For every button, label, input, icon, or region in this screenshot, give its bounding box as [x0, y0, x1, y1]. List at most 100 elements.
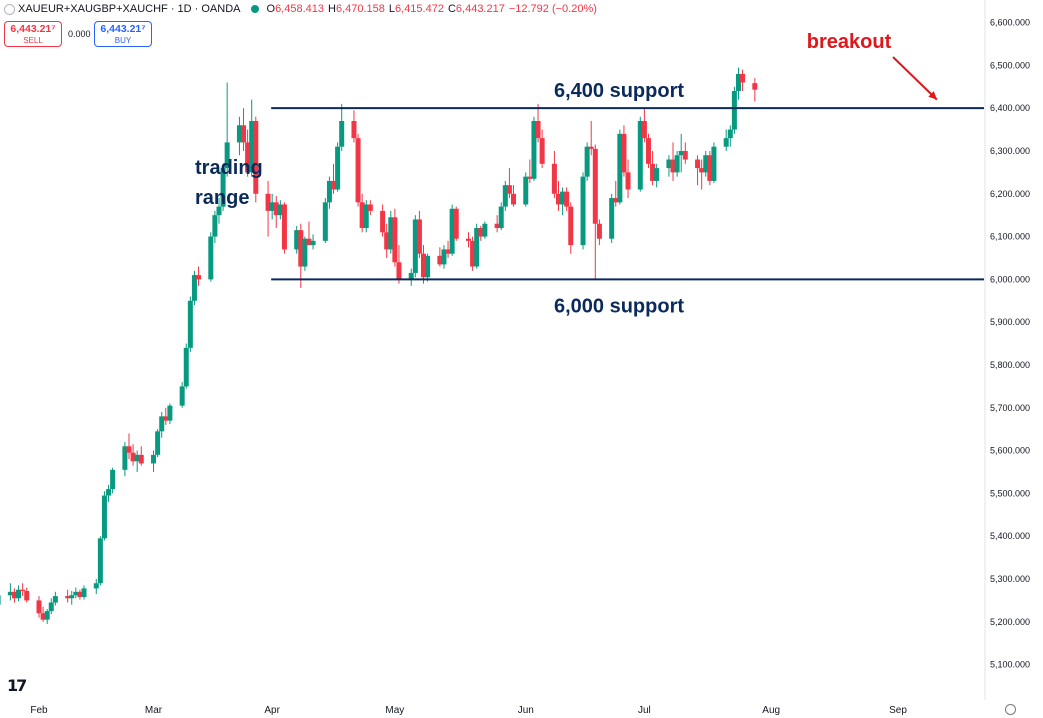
- breakout-label: breakout: [807, 31, 892, 53]
- candle-down: [384, 232, 390, 250]
- candle-down: [588, 146, 594, 149]
- tradingview-logo-icon[interactable]: 17: [7, 676, 27, 695]
- market-status-icon: [250, 5, 259, 13]
- candle-up: [134, 454, 140, 462]
- candle-up: [441, 249, 447, 265]
- candle-down: [65, 596, 71, 599]
- candle-down: [539, 138, 545, 164]
- high-label: H: [328, 3, 336, 15]
- candle-up: [449, 208, 455, 254]
- candle-down: [396, 262, 402, 280]
- candle-down: [695, 159, 701, 169]
- spread-value: 0.000: [68, 29, 91, 39]
- candle-down: [535, 121, 541, 139]
- candle-down: [126, 446, 132, 453]
- candle-down: [555, 193, 561, 205]
- candle-down: [245, 142, 251, 173]
- candle-down: [682, 150, 688, 160]
- candle-down: [699, 168, 705, 173]
- candle-up: [666, 159, 672, 169]
- candle-up: [326, 180, 332, 203]
- candle-down: [437, 255, 443, 265]
- candle-up: [93, 583, 99, 589]
- candle-down: [11, 591, 17, 599]
- y-tick-label: 5,800.000: [990, 360, 1030, 370]
- candle-up: [335, 146, 341, 190]
- candle-up: [48, 602, 54, 612]
- candle-down: [273, 202, 279, 216]
- candle-down: [421, 253, 427, 278]
- y-tick-label: 5,100.000: [990, 660, 1030, 670]
- candle-up: [110, 469, 116, 490]
- candle-down: [494, 223, 500, 229]
- x-tick-label: May: [385, 705, 404, 716]
- candle-up: [703, 155, 709, 173]
- candle-down: [478, 228, 484, 237]
- x-tick-label: Apr: [264, 705, 280, 716]
- candle-down: [40, 613, 46, 620]
- candle-up: [322, 202, 328, 241]
- candle-up: [69, 595, 75, 599]
- candle-up: [310, 240, 316, 246]
- buy-price: 6,443.21⁷: [100, 23, 146, 35]
- change-value: −12.792 (−0.20%): [508, 3, 597, 15]
- candle-up: [637, 121, 643, 190]
- candle-up: [249, 121, 255, 173]
- candle-up: [502, 185, 508, 207]
- candle-down: [298, 230, 304, 267]
- candle-up: [482, 223, 488, 237]
- candle-up: [388, 217, 394, 250]
- high-value: 6,470.158: [335, 3, 385, 15]
- candle-down: [707, 155, 713, 181]
- y-tick-label: 5,600.000: [990, 446, 1030, 456]
- x-tick-label: Mar: [145, 705, 163, 716]
- candle-down: [564, 191, 570, 207]
- candle-up: [167, 405, 173, 421]
- x-tick-label: Sep: [889, 705, 907, 716]
- symbol-title[interactable]: XAUEUR+XAUGBP+XAUCHF · 1D · OANDA: [18, 3, 241, 15]
- symbol-circle-icon[interactable]: [4, 3, 15, 15]
- gear-icon[interactable]: [1005, 704, 1016, 715]
- candle-down: [752, 83, 758, 90]
- candle-down: [650, 163, 656, 181]
- candle-down: [380, 210, 386, 233]
- buy-button[interactable]: 6,443.21⁷ BUY: [94, 21, 152, 47]
- low-label: L: [388, 3, 396, 15]
- y-tick-label: 6,300.000: [990, 146, 1030, 156]
- candle-down: [445, 249, 451, 254]
- y-tick-label: 6,400.000: [990, 103, 1030, 113]
- candle-down: [253, 121, 259, 194]
- candle-up: [16, 589, 22, 599]
- candle-up: [220, 168, 226, 207]
- candle-up: [731, 91, 737, 130]
- breakout-arrow-head: [928, 91, 937, 100]
- candle-up: [412, 219, 418, 273]
- candle-down: [645, 138, 651, 164]
- y-tick-label: 6,600.000: [990, 18, 1030, 28]
- candle-down: [36, 600, 42, 614]
- candle-up: [236, 125, 242, 143]
- sell-label: SELL: [23, 36, 43, 45]
- x-tick-label: Aug: [762, 705, 780, 716]
- candle-up: [212, 215, 218, 237]
- close-value: 6,443.217: [455, 3, 505, 15]
- candle-up: [580, 176, 586, 246]
- candle-down: [416, 219, 422, 254]
- candle-up: [151, 454, 157, 464]
- candle-down: [241, 125, 247, 143]
- candle-up: [674, 155, 680, 173]
- chart-header: XAUEUR+XAUGBP+XAUCHF · 1D · OANDA O 6,458…: [4, 3, 601, 15]
- candle-down: [670, 159, 676, 173]
- y-tick-label: 5,700.000: [990, 403, 1030, 413]
- candle-up: [302, 238, 308, 267]
- candle-down: [621, 133, 627, 173]
- support-label-6000: 6,000 support: [554, 295, 684, 317]
- candle-down: [527, 176, 533, 179]
- candle-up: [294, 230, 300, 250]
- candle-down: [551, 163, 557, 194]
- candle-up: [97, 538, 103, 584]
- sell-button[interactable]: 6,443.21⁷ SELL: [4, 21, 62, 47]
- close-label: C: [447, 3, 456, 15]
